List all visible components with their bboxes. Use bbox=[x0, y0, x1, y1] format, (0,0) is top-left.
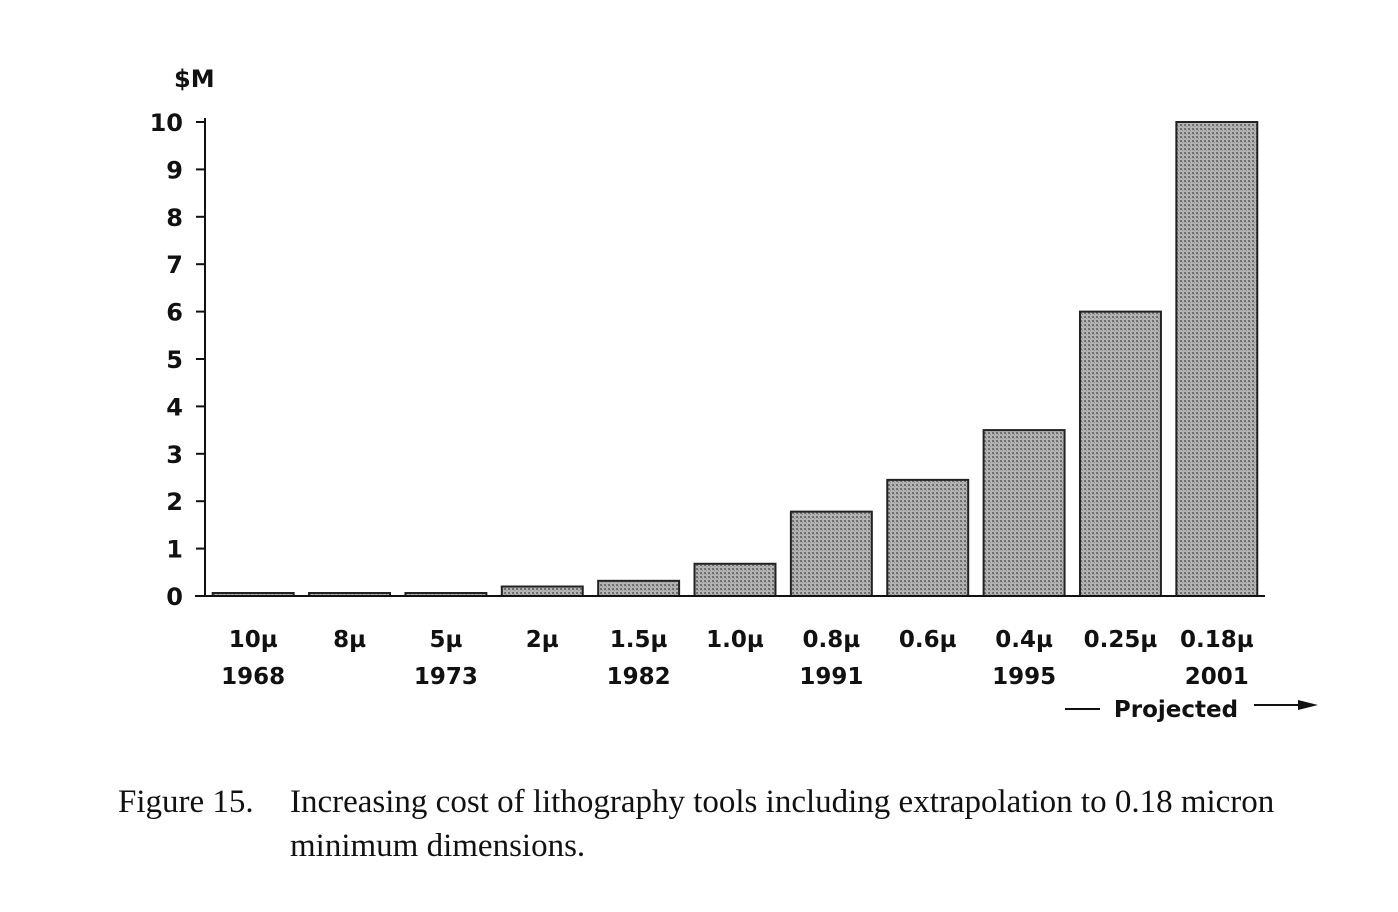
figure-number: Figure 15. bbox=[118, 784, 254, 820]
y-tick-label: 3 bbox=[166, 441, 183, 469]
x-year-label: 1973 bbox=[414, 664, 478, 690]
x-year-label: 2001 bbox=[1185, 664, 1249, 690]
x-year-label: 1995 bbox=[992, 664, 1056, 690]
x-tick-label: 10µ bbox=[229, 627, 278, 653]
x-tick-label: 2µ bbox=[526, 627, 559, 653]
figure-caption: Figure 15. Increasing cost of lithograph… bbox=[118, 780, 1298, 868]
x-tick-label: 0.4µ bbox=[995, 627, 1053, 653]
bars-group bbox=[211, 121, 1259, 598]
x-year-label: 1968 bbox=[221, 664, 285, 690]
y-tick-label: 5 bbox=[166, 346, 183, 374]
projected-arrow-head bbox=[1298, 700, 1318, 710]
y-tick-label: 9 bbox=[166, 156, 183, 184]
projected-annotation: Projected bbox=[1065, 697, 1318, 723]
bar bbox=[886, 478, 970, 597]
y-axis-unit-label: $M bbox=[174, 65, 215, 93]
y-axis-ticks: 0 1 2 3 4 5 6 7 8 9 10 bbox=[150, 109, 205, 611]
x-tick-label: 8µ bbox=[333, 627, 366, 653]
x-tick-label: 5µ bbox=[429, 627, 462, 653]
bar bbox=[982, 429, 1066, 597]
x-tick-label: 1.0µ bbox=[706, 627, 764, 653]
projected-label: Projected bbox=[1114, 697, 1238, 723]
bar bbox=[1175, 121, 1259, 597]
y-tick-label: 10 bbox=[150, 109, 183, 137]
bar bbox=[500, 585, 584, 598]
x-tick-label: 0.6µ bbox=[899, 627, 957, 653]
y-tick-label: 4 bbox=[166, 393, 183, 421]
x-axis-labels: 10µ 1968 8µ 5µ 1973 2µ 1.5µ 1982 1.0µ 0.8µ 1991 0.6… bbox=[221, 627, 1254, 690]
bar bbox=[693, 562, 777, 598]
y-tick-label: 8 bbox=[166, 204, 183, 232]
y-tick-label: 6 bbox=[166, 299, 183, 327]
bar-chart: $M 0 1 2 3 4 5 6 7 8 9 10 10µ 1968 8µ 5µ 1973 2µ 1.5µ 198… bbox=[150, 65, 1318, 723]
x-tick-label: 0.25µ bbox=[1084, 627, 1158, 653]
y-tick-label: 2 bbox=[166, 488, 183, 516]
x-year-label: 1982 bbox=[607, 664, 671, 690]
y-tick-label: 1 bbox=[166, 536, 183, 564]
bar bbox=[789, 510, 873, 597]
y-tick-label: 0 bbox=[166, 583, 183, 611]
bar bbox=[1078, 310, 1162, 597]
x-year-label: 1991 bbox=[799, 664, 863, 690]
x-tick-label: 1.5µ bbox=[610, 627, 668, 653]
bar bbox=[597, 579, 681, 597]
caption-text: Increasing cost of lithography tools inc… bbox=[290, 784, 1275, 864]
x-tick-label: 0.8µ bbox=[803, 627, 861, 653]
y-tick-label: 7 bbox=[166, 251, 183, 279]
x-tick-label: 0.18µ bbox=[1180, 627, 1254, 653]
